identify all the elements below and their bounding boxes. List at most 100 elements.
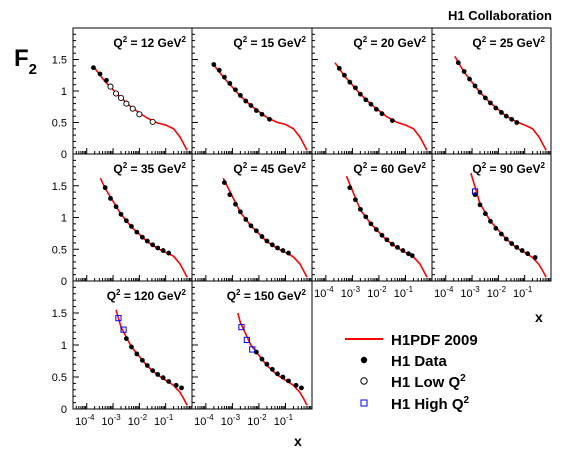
data-point [389,118,395,124]
q2-label: Q2 = 35 GeV2 [113,161,186,176]
y-tick-label: 1.5 [52,181,67,193]
x-tick-label: 10-2 [367,285,387,300]
panel-10: 10-4 10-3 10-2 10-1 Q2 = 150 GeV2 [191,280,313,428]
data-point [267,116,272,122]
data-point [488,100,493,106]
data-point [379,111,385,117]
data-point [482,211,488,217]
x-tick-label: 10-2 [247,413,267,428]
x-tick-label: 10-3 [101,413,121,428]
y-tick-label: 1 [61,213,67,225]
data-point [259,356,265,362]
data-point [532,255,538,260]
y-axis-label: F2 [14,45,37,78]
x-axis-label: x [535,309,543,325]
data-point [118,211,124,217]
x-tick-label: 10-4 [75,413,95,428]
y-tick-label: 0 [61,149,67,161]
data-point [97,71,103,77]
data-point [179,385,184,391]
data-point [144,363,150,368]
data-point [222,180,227,185]
data-point [493,105,499,111]
panel-8: 10-4 10-3 10-2 10-1 Q2 = 90 GeV2 [431,153,552,300]
fit-curve [454,55,547,151]
data-point [373,227,379,232]
y-tick-label: 1 [61,86,67,98]
data-point [280,374,286,380]
data-point [347,79,353,85]
data-point [498,231,504,237]
y-tick-label: 0 [61,276,67,288]
fit-curve [470,172,547,278]
panel-5: 0 0.5 1 1.5 Q2 = 35 GeV2 [52,153,193,288]
low-q2-point [129,105,136,112]
low-q2-point [123,100,130,107]
low-q2-point [107,83,114,90]
x-tick-label: 10-2 [128,413,148,428]
fit-curve [115,309,188,406]
data-point [275,245,280,251]
x-tick-label: 10-1 [274,413,294,428]
q2-label: Q2 = 12 GeV2 [113,35,186,50]
x-tick-label: 10-4 [314,285,334,300]
high-q2-point [120,326,127,333]
data-point [139,357,145,363]
data-point [160,375,166,381]
fit-curve [222,177,308,278]
x-tick-label: 10-1 [513,285,533,300]
low-q2-point [136,111,143,118]
x-tick-label: 10-3 [341,285,361,300]
data-point [342,72,347,78]
high-q2-point [238,323,245,331]
data-point [514,120,520,125]
data-point [134,229,140,235]
data-point [336,65,342,71]
data-point [280,248,286,253]
data-point [269,366,275,372]
legend-data-label: H1 Data [391,353,448,370]
data-point [477,202,483,208]
y-tick-label: 0.5 [52,244,67,256]
data-point [155,372,161,377]
legend-low-q2-label: H1 Low Q2 [391,373,466,391]
x-tick-label: 10-1 [154,413,174,428]
data-point [91,65,96,71]
panel-6: Q2 = 45 GeV2 [191,153,313,282]
q2-label: Q2 = 120 GeV2 [107,288,187,303]
data-point [243,217,249,222]
data-point [286,250,291,256]
data-point [353,197,358,203]
data-point [389,241,395,247]
y-tick-label: 0.5 [52,118,67,130]
x-tick-label: 10-3 [221,413,241,428]
q2-label: Q2 = 60 GeV2 [353,161,426,176]
data-point [299,385,304,391]
data-point [514,244,520,250]
high-q2-point [115,315,122,322]
data-point [123,218,129,224]
y-tick-label: 1.5 [52,308,67,320]
q2-label: Q2 = 15 GeV2 [233,35,306,50]
y-tick-label: 0 [61,404,67,416]
data-point [166,379,172,384]
q2-label: Q2 = 45 GeV2 [233,161,306,176]
data-point [482,95,488,101]
data-point [357,91,363,97]
data-point [129,344,134,350]
data-point [379,232,385,238]
data-point [104,77,109,83]
y-tick-label: 0.5 [52,372,67,384]
legend-data-marker [360,356,368,364]
high-q2-point [249,346,256,353]
data-point [227,192,233,198]
x-axis-label: x [294,433,302,449]
fit-curve [334,62,428,151]
data-point [395,244,400,250]
data-point [173,382,179,388]
panel-1: 0 0.5 1 1.5 Q2 = 12 GeV2 [52,27,193,161]
panel-grid: 0 0.5 1 1.5 Q2 = 12 GeV2 Q2 = 15 GeV2 Q2 = 20 … [52,27,552,428]
data-point [293,382,299,388]
q2-label: Q2 = 20 GeV2 [353,35,426,50]
data-point [155,245,161,251]
